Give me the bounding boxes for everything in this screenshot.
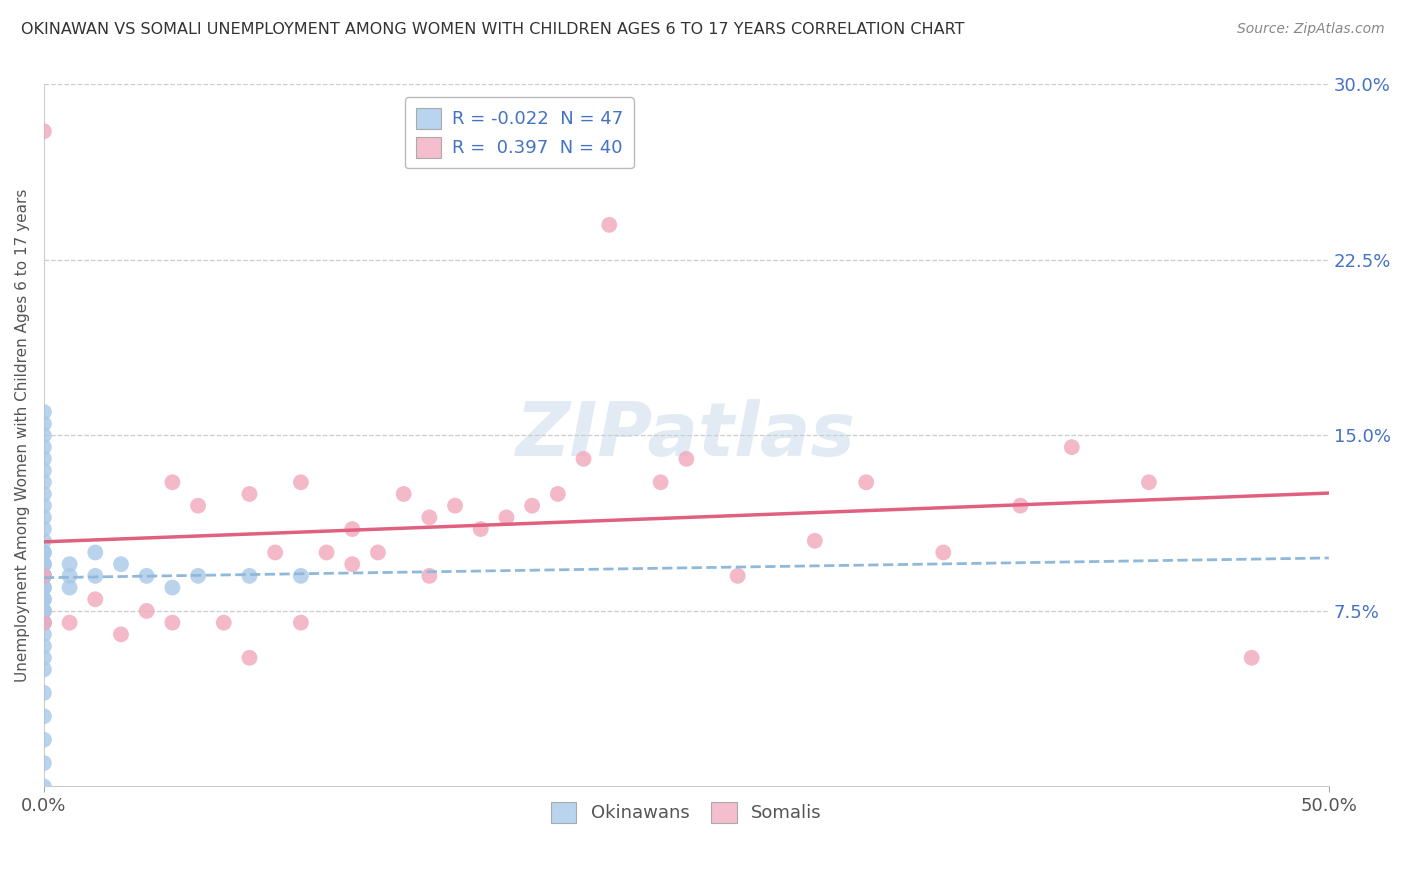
Point [212,615,235,630]
Point [32,405,55,419]
Point [162,615,184,630]
Point [32,569,55,583]
Point [32,581,55,595]
Point [470,522,492,536]
Point [238,650,260,665]
Point [32,464,55,478]
Point [932,545,955,559]
Point [32,499,55,513]
Y-axis label: Unemployment Among Women with Children Ages 6 to 17 years: Unemployment Among Women with Children A… [15,189,30,682]
Point [32,650,55,665]
Point [84,592,107,607]
Point [1137,475,1160,490]
Point [264,545,287,559]
Point [32,615,55,630]
Point [32,569,55,583]
Point [187,499,209,513]
Point [32,615,55,630]
Point [572,451,595,466]
Point [418,510,440,524]
Text: Source: ZipAtlas.com: Source: ZipAtlas.com [1237,22,1385,37]
Point [32,709,55,723]
Point [342,557,364,571]
Point [110,557,132,571]
Point [32,569,55,583]
Point [32,581,55,595]
Point [290,569,312,583]
Point [32,557,55,571]
Point [110,627,132,641]
Point [315,545,337,559]
Point [32,440,55,454]
Point [32,663,55,677]
Text: OKINAWAN VS SOMALI UNEMPLOYMENT AMONG WOMEN WITH CHILDREN AGES 6 TO 17 YEARS COR: OKINAWAN VS SOMALI UNEMPLOYMENT AMONG WO… [21,22,965,37]
Point [162,475,184,490]
Point [392,487,415,501]
Point [367,545,389,559]
Point [32,557,55,571]
Point [444,499,467,513]
Point [1060,440,1083,454]
Point [58,569,80,583]
Text: ZIPatlas: ZIPatlas [516,399,856,472]
Point [32,686,55,700]
Point [162,581,184,595]
Point [32,522,55,536]
Point [675,451,697,466]
Point [32,545,55,559]
Point [598,218,620,232]
Point [187,569,209,583]
Point [238,569,260,583]
Point [58,581,80,595]
Point [32,756,55,770]
Point [32,451,55,466]
Point [418,569,440,583]
Legend: Okinawans, Somalis: Okinawans, Somalis [540,791,832,834]
Point [32,417,55,431]
Point [547,487,569,501]
Point [32,475,55,490]
Point [32,487,55,501]
Point [32,615,55,630]
Point [1010,499,1032,513]
Point [804,533,827,548]
Point [32,627,55,641]
Point [84,545,107,559]
Point [32,732,55,747]
Point [58,615,80,630]
Point [727,569,749,583]
Point [135,604,157,618]
Point [32,639,55,653]
Point [84,569,107,583]
Point [290,475,312,490]
Point [32,569,55,583]
Point [32,428,55,442]
Point [32,124,55,138]
Point [855,475,877,490]
Point [32,592,55,607]
Point [32,592,55,607]
Point [520,499,543,513]
Point [1240,650,1263,665]
Point [32,545,55,559]
Point [32,604,55,618]
Point [32,533,55,548]
Point [650,475,672,490]
Point [238,487,260,501]
Point [342,522,364,536]
Point [495,510,517,524]
Point [58,557,80,571]
Point [32,604,55,618]
Point [290,615,312,630]
Point [135,569,157,583]
Point [32,780,55,794]
Point [32,510,55,524]
